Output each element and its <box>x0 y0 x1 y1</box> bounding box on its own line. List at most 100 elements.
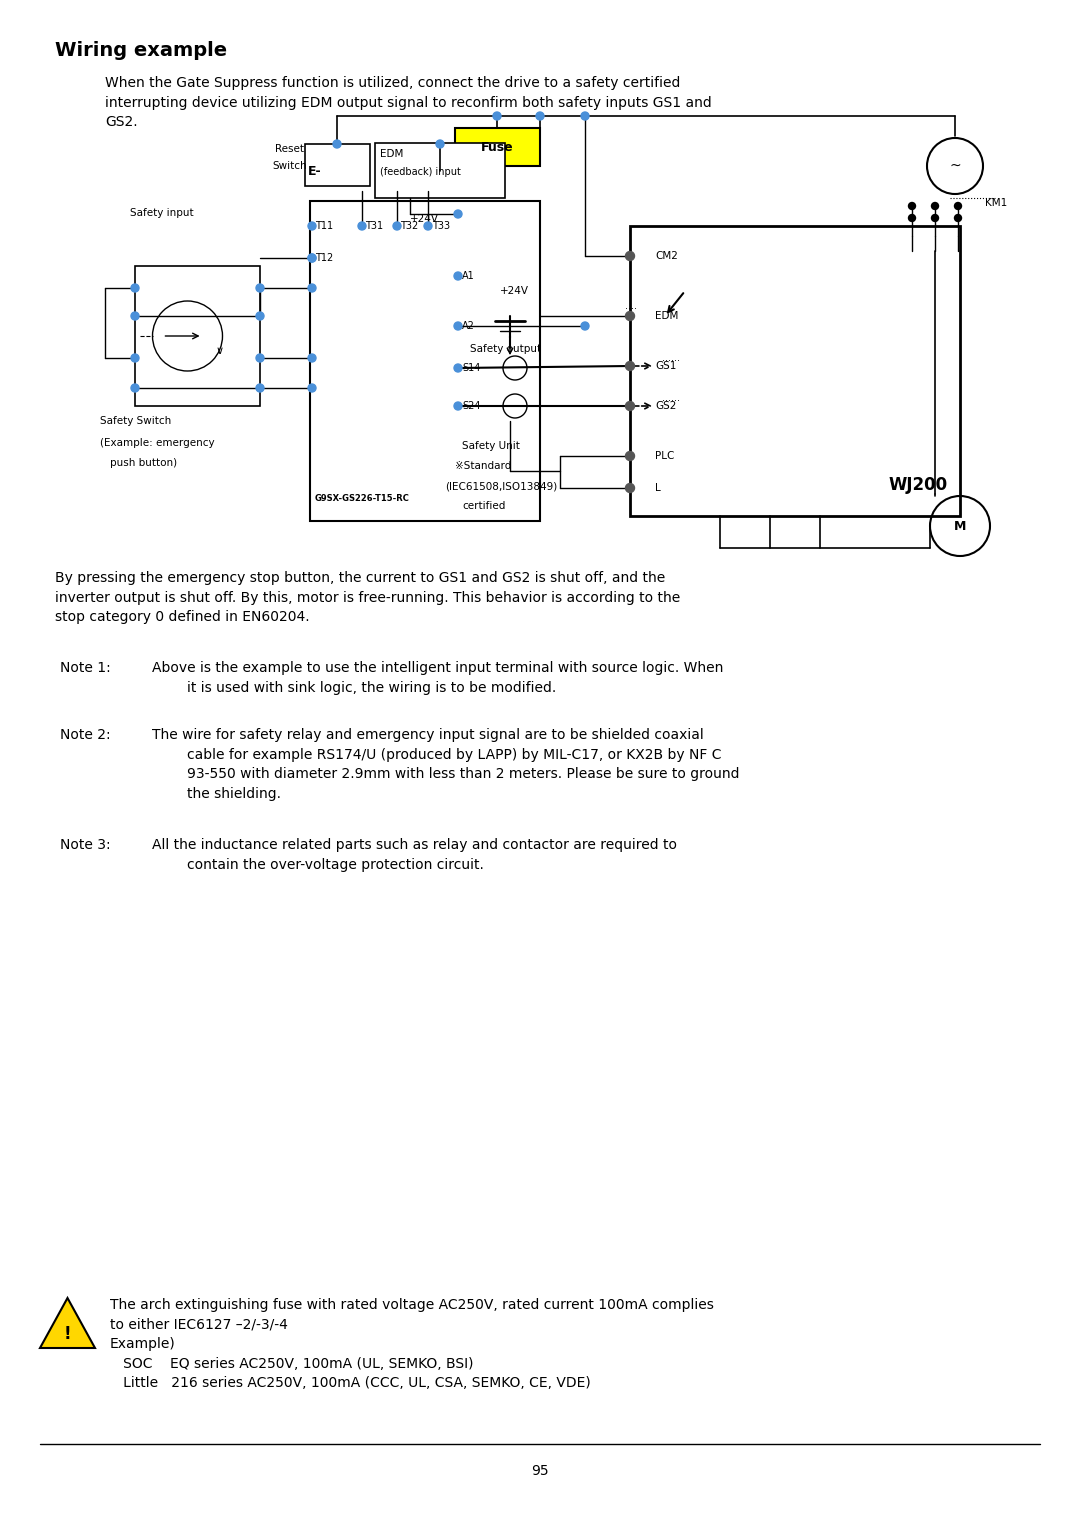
Text: GS2: GS2 <box>654 401 676 410</box>
Circle shape <box>955 215 961 221</box>
Circle shape <box>625 401 635 410</box>
Circle shape <box>308 253 316 262</box>
Text: T12: T12 <box>315 253 334 262</box>
Text: (IEC61508,ISO13849): (IEC61508,ISO13849) <box>445 481 557 491</box>
Circle shape <box>131 385 139 392</box>
Text: Safety Unit: Safety Unit <box>462 441 519 452</box>
FancyBboxPatch shape <box>375 143 505 198</box>
Text: All the inductance related parts such as relay and contactor are required to
   : All the inductance related parts such as… <box>152 838 677 871</box>
Circle shape <box>492 111 501 121</box>
Text: 95: 95 <box>531 1463 549 1479</box>
Text: T33: T33 <box>432 221 450 230</box>
Circle shape <box>955 203 961 209</box>
Polygon shape <box>40 1299 95 1347</box>
Text: Safety input: Safety input <box>130 208 193 218</box>
Circle shape <box>454 365 462 372</box>
Text: WJ200: WJ200 <box>889 476 948 494</box>
Circle shape <box>308 221 316 230</box>
Circle shape <box>256 284 264 291</box>
Circle shape <box>256 354 264 362</box>
Text: push button): push button) <box>110 458 177 468</box>
Circle shape <box>908 215 916 221</box>
FancyBboxPatch shape <box>455 128 540 166</box>
Text: Wiring example: Wiring example <box>55 41 227 60</box>
Circle shape <box>333 140 341 148</box>
Text: EDM: EDM <box>654 311 678 320</box>
Text: T31: T31 <box>365 221 383 230</box>
Text: ~: ~ <box>949 159 961 172</box>
Text: By pressing the emergency stop button, the current to GS1 and GS2 is shut off, a: By pressing the emergency stop button, t… <box>55 571 680 624</box>
Circle shape <box>308 253 316 262</box>
Circle shape <box>454 272 462 279</box>
Text: A2: A2 <box>462 320 475 331</box>
Text: ......: ...... <box>662 353 680 363</box>
Text: S24: S24 <box>462 401 481 410</box>
Circle shape <box>256 385 264 392</box>
Circle shape <box>131 311 139 320</box>
Circle shape <box>581 111 589 121</box>
Text: CM2: CM2 <box>654 250 678 261</box>
Circle shape <box>131 284 139 291</box>
Text: The arch extinguishing fuse with rated voltage AC250V, rated current 100mA compl: The arch extinguishing fuse with rated v… <box>110 1299 714 1390</box>
Text: !: ! <box>64 1325 71 1343</box>
Circle shape <box>424 221 432 230</box>
Text: certified: certified <box>462 501 505 511</box>
Text: Switch: Switch <box>272 162 308 171</box>
FancyBboxPatch shape <box>630 226 960 516</box>
Text: Note 2:: Note 2: <box>60 728 110 742</box>
Circle shape <box>256 311 264 320</box>
Circle shape <box>536 111 544 121</box>
Text: GS1: GS1 <box>654 362 676 371</box>
Text: S14: S14 <box>462 363 481 372</box>
Circle shape <box>625 362 635 371</box>
Text: T11: T11 <box>315 221 333 230</box>
Text: When the Gate Suppress function is utilized, connect the drive to a safety certi: When the Gate Suppress function is utili… <box>105 76 712 130</box>
FancyBboxPatch shape <box>135 266 260 406</box>
Text: Note 1:: Note 1: <box>60 661 111 674</box>
Text: (Example: emergency: (Example: emergency <box>100 438 215 449</box>
Text: +24V: +24V <box>410 214 438 224</box>
Circle shape <box>625 484 635 493</box>
Text: Reset: Reset <box>275 143 305 154</box>
Circle shape <box>931 203 939 209</box>
Circle shape <box>436 140 444 148</box>
Circle shape <box>625 452 635 461</box>
Text: ※Standard: ※Standard <box>455 461 511 472</box>
Circle shape <box>308 385 316 392</box>
Text: KM1: KM1 <box>985 198 1008 208</box>
Text: Safety Switch: Safety Switch <box>100 417 172 426</box>
Circle shape <box>308 284 316 291</box>
Text: E-: E- <box>308 165 322 177</box>
Circle shape <box>357 221 366 230</box>
Text: G9SX-GS226-T15-RC: G9SX-GS226-T15-RC <box>315 494 410 504</box>
Circle shape <box>454 401 462 410</box>
Circle shape <box>625 311 635 320</box>
Circle shape <box>131 354 139 362</box>
Text: M: M <box>954 519 967 533</box>
Circle shape <box>454 211 462 218</box>
Circle shape <box>454 322 462 330</box>
FancyBboxPatch shape <box>310 201 540 520</box>
Text: EDM: EDM <box>380 150 403 159</box>
Text: ......: ...... <box>662 394 680 403</box>
Text: (feedback) input: (feedback) input <box>380 166 461 177</box>
Text: A1: A1 <box>462 272 475 281</box>
Circle shape <box>393 221 401 230</box>
Text: The wire for safety relay and emergency input signal are to be shielded coaxial
: The wire for safety relay and emergency … <box>152 728 740 801</box>
Text: Fuse: Fuse <box>482 140 514 154</box>
Circle shape <box>581 322 589 330</box>
Text: Safety output: Safety output <box>470 343 541 354</box>
Text: ∨: ∨ <box>215 346 224 356</box>
Text: L: L <box>654 484 661 493</box>
Text: +24V: +24V <box>500 285 529 296</box>
FancyBboxPatch shape <box>305 143 370 186</box>
Circle shape <box>625 252 635 261</box>
Text: Above is the example to use the intelligent input terminal with source logic. Wh: Above is the example to use the intellig… <box>152 661 724 694</box>
Circle shape <box>908 203 916 209</box>
Text: PLC: PLC <box>654 452 674 461</box>
Circle shape <box>931 215 939 221</box>
Circle shape <box>308 354 316 362</box>
Text: T32: T32 <box>400 221 418 230</box>
Text: ....: .... <box>625 301 637 311</box>
Text: Note 3:: Note 3: <box>60 838 110 852</box>
